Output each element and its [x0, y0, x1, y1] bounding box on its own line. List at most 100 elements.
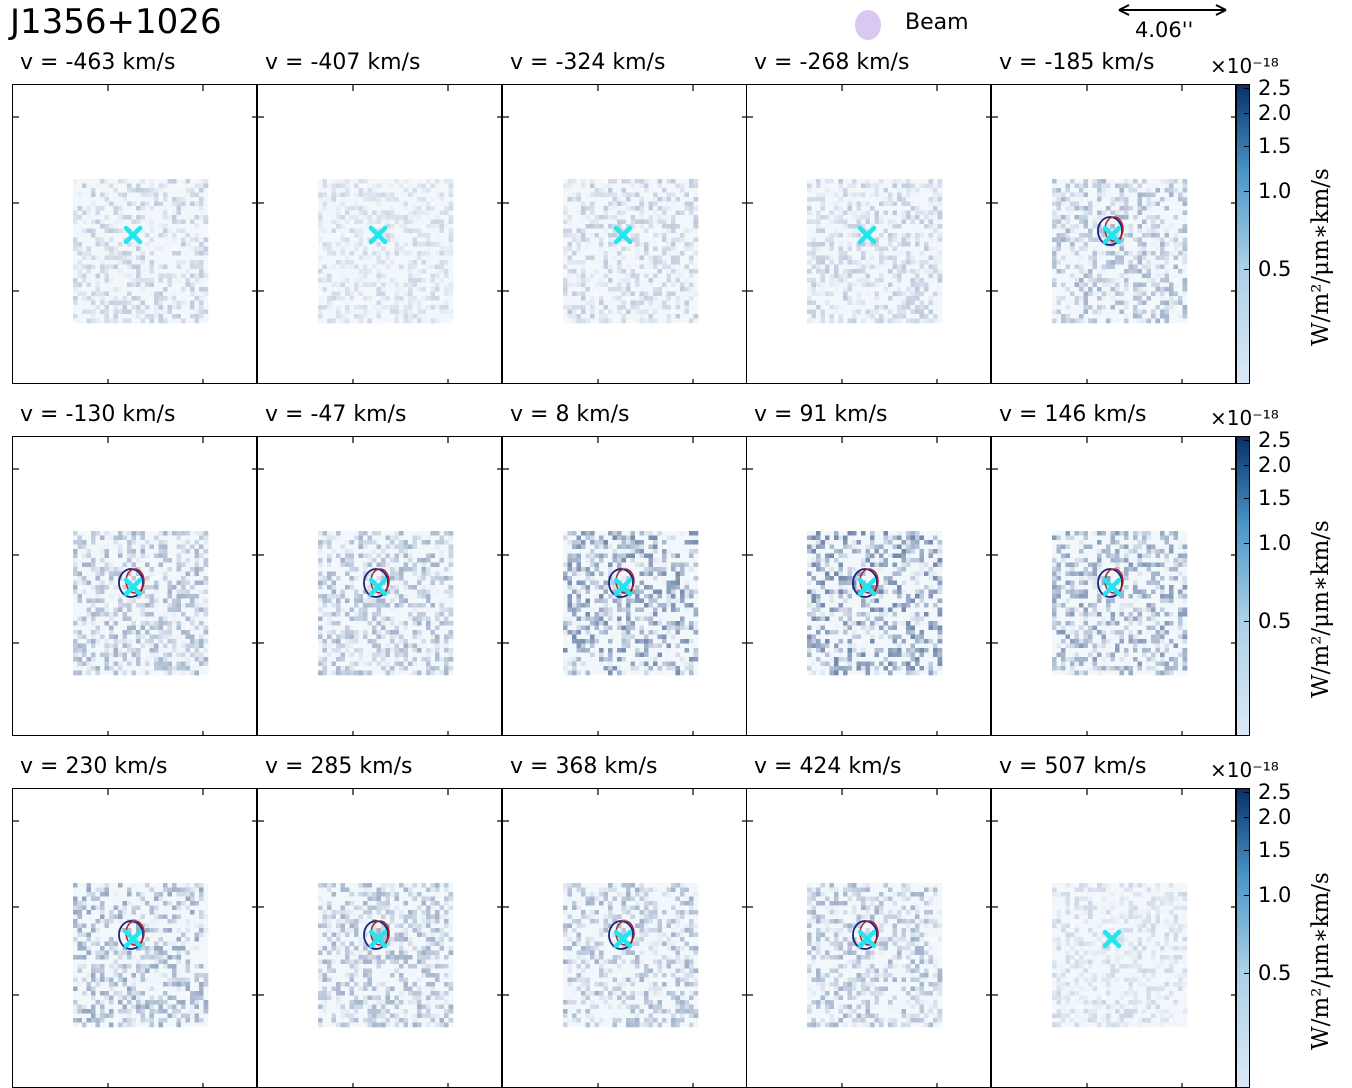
map-pixel — [594, 278, 600, 283]
map-pixel — [888, 273, 893, 279]
map-pixel — [95, 300, 101, 306]
map-pixel — [145, 206, 150, 211]
map-pixel — [648, 224, 654, 229]
map-pixel — [657, 273, 663, 279]
map-pixel — [100, 278, 105, 283]
map-pixel — [113, 291, 119, 297]
map-pixel — [322, 192, 328, 198]
map-pixel — [1061, 255, 1066, 261]
map-pixel — [852, 314, 857, 319]
map-pixel — [1052, 219, 1057, 225]
map-pixel — [671, 305, 676, 310]
map-pixel — [100, 314, 105, 319]
map-pixel — [1079, 242, 1084, 247]
map-pixel — [82, 273, 87, 279]
map-pixel — [621, 300, 627, 306]
map-pixel — [149, 219, 155, 225]
map-pixel — [104, 278, 110, 283]
map-pixel — [838, 255, 844, 261]
map-pixel — [621, 305, 627, 310]
map-pixel — [412, 305, 418, 310]
map-pixel — [167, 544, 173, 550]
map-pixel — [1128, 197, 1134, 202]
map-pixel — [1155, 318, 1161, 324]
map-pixel — [599, 291, 604, 297]
map-pixel — [567, 278, 573, 283]
map-pixel — [354, 197, 359, 202]
map-pixel — [167, 228, 173, 234]
map-pixel — [684, 197, 690, 202]
map-pixel — [1146, 309, 1152, 315]
map-pixel — [585, 224, 591, 229]
map-pixel — [1079, 192, 1084, 198]
map-pixel — [1106, 282, 1111, 288]
map-pixel — [662, 179, 667, 184]
map-pixel — [1110, 260, 1116, 265]
map-pixel — [626, 219, 631, 225]
map-pixel — [644, 237, 649, 243]
map-pixel — [928, 314, 934, 319]
map-pixel — [590, 309, 595, 315]
map-pixel — [657, 242, 663, 247]
map-pixel — [394, 192, 400, 198]
map-pixel — [653, 219, 658, 225]
map-pixel — [430, 183, 436, 189]
map-pixel — [820, 291, 826, 297]
map-pixel — [937, 300, 943, 306]
map-pixel — [417, 192, 422, 198]
map-pixel — [145, 318, 150, 324]
map-pixel — [924, 206, 929, 211]
map-pixel — [919, 224, 925, 229]
map-pixel — [185, 309, 191, 315]
map-pixel — [104, 242, 110, 247]
map-pixel — [1097, 219, 1102, 225]
map-pixel — [185, 264, 191, 270]
map-pixel — [1178, 237, 1183, 243]
map-pixel — [666, 278, 672, 283]
map-pixel — [838, 233, 844, 238]
map-pixel — [1155, 251, 1161, 256]
map-pixel — [95, 314, 101, 319]
map-pixel — [1155, 309, 1161, 315]
map-pixel — [1106, 291, 1111, 297]
blue-contour — [1097, 216, 1123, 246]
map-pixel — [933, 246, 938, 252]
map-pixel — [199, 219, 204, 225]
map-pixel — [644, 224, 649, 229]
map-pixel — [91, 544, 96, 550]
map-pixel — [617, 273, 622, 279]
map-pixel — [1110, 300, 1116, 306]
map-pixel — [163, 219, 168, 225]
map-pixel — [131, 531, 137, 536]
map-pixel — [612, 264, 618, 270]
map-pixel — [149, 201, 155, 207]
map-pixel — [1178, 282, 1183, 288]
map-pixel — [892, 309, 898, 315]
map-pixel — [1070, 206, 1075, 211]
map-pixel — [603, 291, 609, 297]
map-pixel — [639, 201, 645, 207]
map-pixel — [879, 201, 884, 207]
map-pixel — [1079, 251, 1084, 256]
map-pixel — [1074, 296, 1080, 301]
map-pixel — [95, 282, 101, 288]
map-pixel — [594, 255, 600, 261]
map-pixel — [861, 233, 866, 238]
map-pixel — [671, 251, 676, 256]
map-pixel — [86, 242, 92, 247]
map-pixel — [190, 183, 195, 189]
map-pixel — [349, 197, 355, 202]
map-pixel — [113, 278, 119, 283]
map-pixel — [399, 228, 404, 234]
map-pixel — [82, 251, 87, 256]
map-pixel — [1092, 314, 1098, 319]
map-pixel — [671, 233, 676, 238]
map-pixel — [1110, 246, 1116, 252]
map-pixel — [421, 188, 427, 193]
map-pixel — [185, 224, 191, 229]
map-pixel — [190, 224, 195, 229]
map-pixel — [176, 251, 182, 256]
map-pixel — [154, 224, 159, 229]
map-pixel — [1110, 197, 1116, 202]
map-pixel — [336, 296, 341, 301]
